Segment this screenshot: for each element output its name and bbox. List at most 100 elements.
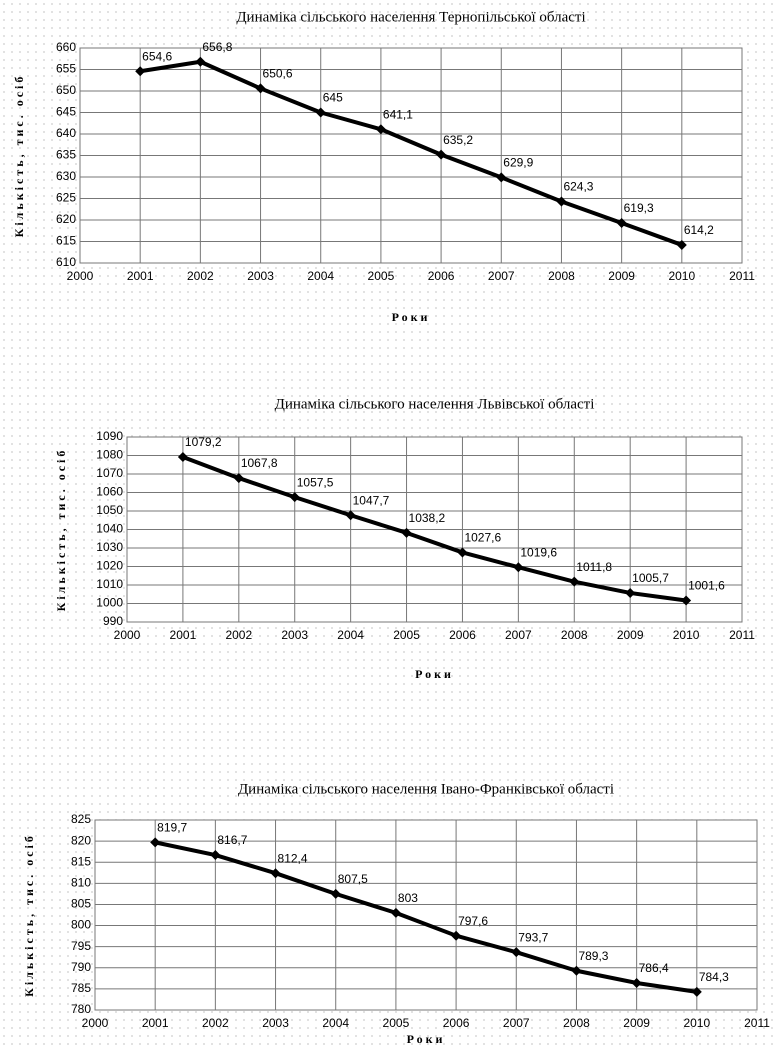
- x-tick-label: 2004: [322, 1016, 349, 1030]
- marker: [681, 595, 692, 606]
- data-label: 1019,6: [520, 545, 557, 559]
- data-label: 789,3: [578, 949, 608, 963]
- marker: [390, 907, 401, 918]
- marker: [571, 965, 582, 976]
- data-line: [139, 59, 683, 247]
- marker: [135, 66, 146, 77]
- x-axis-label: Роки: [392, 310, 431, 324]
- x-tick-label: 2000: [67, 269, 94, 283]
- x-tick-label: 2001: [127, 269, 154, 283]
- x-tick-label: 2009: [617, 628, 644, 642]
- marker: [496, 172, 507, 183]
- y-tick-label: 820: [71, 833, 91, 847]
- marker: [511, 947, 522, 958]
- x-tick-label: 2006: [449, 628, 476, 642]
- data-label: 1038,2: [409, 511, 446, 525]
- y-tick-label: 1000: [96, 596, 123, 610]
- marker: [233, 473, 244, 484]
- y-tick-label: 1030: [96, 540, 123, 554]
- x-tick-label: 2009: [623, 1016, 650, 1030]
- x-tick-label: 2008: [561, 628, 588, 642]
- x-tick-label: 2005: [368, 269, 395, 283]
- x-tick-label: 2009: [608, 269, 635, 283]
- data-label: 819,7: [157, 821, 187, 835]
- chart-title: Динаміка сільського населення Івано-Фран…: [238, 781, 614, 797]
- y-tick-label: 1050: [96, 503, 123, 517]
- data-label: 784,3: [699, 970, 729, 984]
- x-tick-label: 2003: [262, 1016, 289, 1030]
- marker: [150, 837, 161, 848]
- data-label: 645: [323, 91, 343, 105]
- marker: [289, 492, 300, 503]
- y-tick-label: 630: [56, 169, 76, 183]
- data-label: 1079,2: [185, 435, 222, 449]
- x-tick-label: 2000: [114, 628, 141, 642]
- y-tick-label: 815: [71, 854, 91, 868]
- data-label: 1011,8: [576, 560, 612, 574]
- data-label: 1067,8: [241, 456, 278, 470]
- data-label: 816,7: [217, 833, 247, 847]
- x-tick-label: 2001: [142, 1016, 169, 1030]
- data-label: 1005,7: [632, 571, 669, 585]
- data-label: 624,3: [563, 180, 593, 194]
- data-label: 614,2: [684, 223, 714, 237]
- data-label: 650,6: [263, 67, 293, 81]
- marker: [436, 149, 447, 160]
- plot-area: [94, 819, 758, 1011]
- marker: [691, 986, 702, 997]
- y-axis-label: Кількість, тис. осіб: [22, 833, 36, 997]
- y-tick-label: 780: [71, 1002, 91, 1016]
- marker: [556, 196, 567, 207]
- x-tick-label: 2005: [393, 628, 420, 642]
- x-tick-label: 2008: [563, 1016, 590, 1030]
- y-tick-label: 655: [56, 62, 76, 76]
- marker: [177, 451, 188, 462]
- x-tick-label: 2010: [668, 269, 695, 283]
- x-tick-label: 2002: [187, 269, 214, 283]
- marker: [195, 56, 206, 67]
- data-label: 654,6: [142, 49, 172, 63]
- marker: [676, 239, 687, 250]
- marker: [451, 930, 462, 941]
- x-tick-label: 2003: [247, 269, 274, 283]
- y-tick-label: 785: [71, 981, 91, 995]
- marker: [569, 576, 580, 587]
- data-label: 1057,5: [297, 475, 334, 489]
- x-tick-label: 2007: [503, 1016, 530, 1030]
- y-tick-label: 615: [56, 234, 76, 248]
- data-label: 1047,7: [353, 493, 390, 507]
- y-tick-label: 650: [56, 83, 76, 97]
- data-label: 1001,6: [688, 579, 725, 593]
- chart-title: Динаміка сільського населення Львівської…: [275, 396, 595, 412]
- y-tick-label: 625: [56, 191, 76, 205]
- x-tick-label: 2011: [744, 1016, 770, 1030]
- data-label: 1027,6: [464, 531, 501, 545]
- x-tick-label: 2007: [505, 628, 532, 642]
- x-tick-label: 2005: [383, 1016, 410, 1030]
- x-axis-label: Роки: [415, 667, 454, 681]
- y-tick-label: 1020: [96, 559, 123, 573]
- y-axis-label: Кількість, тис. осіб: [12, 74, 26, 238]
- marker: [401, 527, 412, 538]
- y-tick-label: 1070: [96, 466, 123, 480]
- marker: [345, 510, 356, 521]
- x-tick-label: 2004: [337, 628, 364, 642]
- x-tick-label: 2010: [673, 628, 700, 642]
- x-tick-label: 2007: [488, 269, 515, 283]
- marker: [631, 977, 642, 988]
- y-tick-label: 825: [71, 812, 91, 826]
- data-label: 656,8: [202, 40, 232, 54]
- x-tick-label: 2010: [683, 1016, 710, 1030]
- marker: [616, 218, 627, 229]
- marker: [457, 547, 468, 558]
- marker: [270, 868, 281, 879]
- marker: [330, 888, 341, 899]
- marker: [210, 850, 221, 861]
- data-label: 635,2: [443, 133, 473, 147]
- data-line: [154, 840, 698, 994]
- data-label: 807,5: [338, 872, 368, 886]
- marker: [315, 107, 326, 118]
- y-tick-label: 610: [56, 255, 76, 269]
- marker: [255, 83, 266, 94]
- data-label: 793,7: [518, 930, 548, 944]
